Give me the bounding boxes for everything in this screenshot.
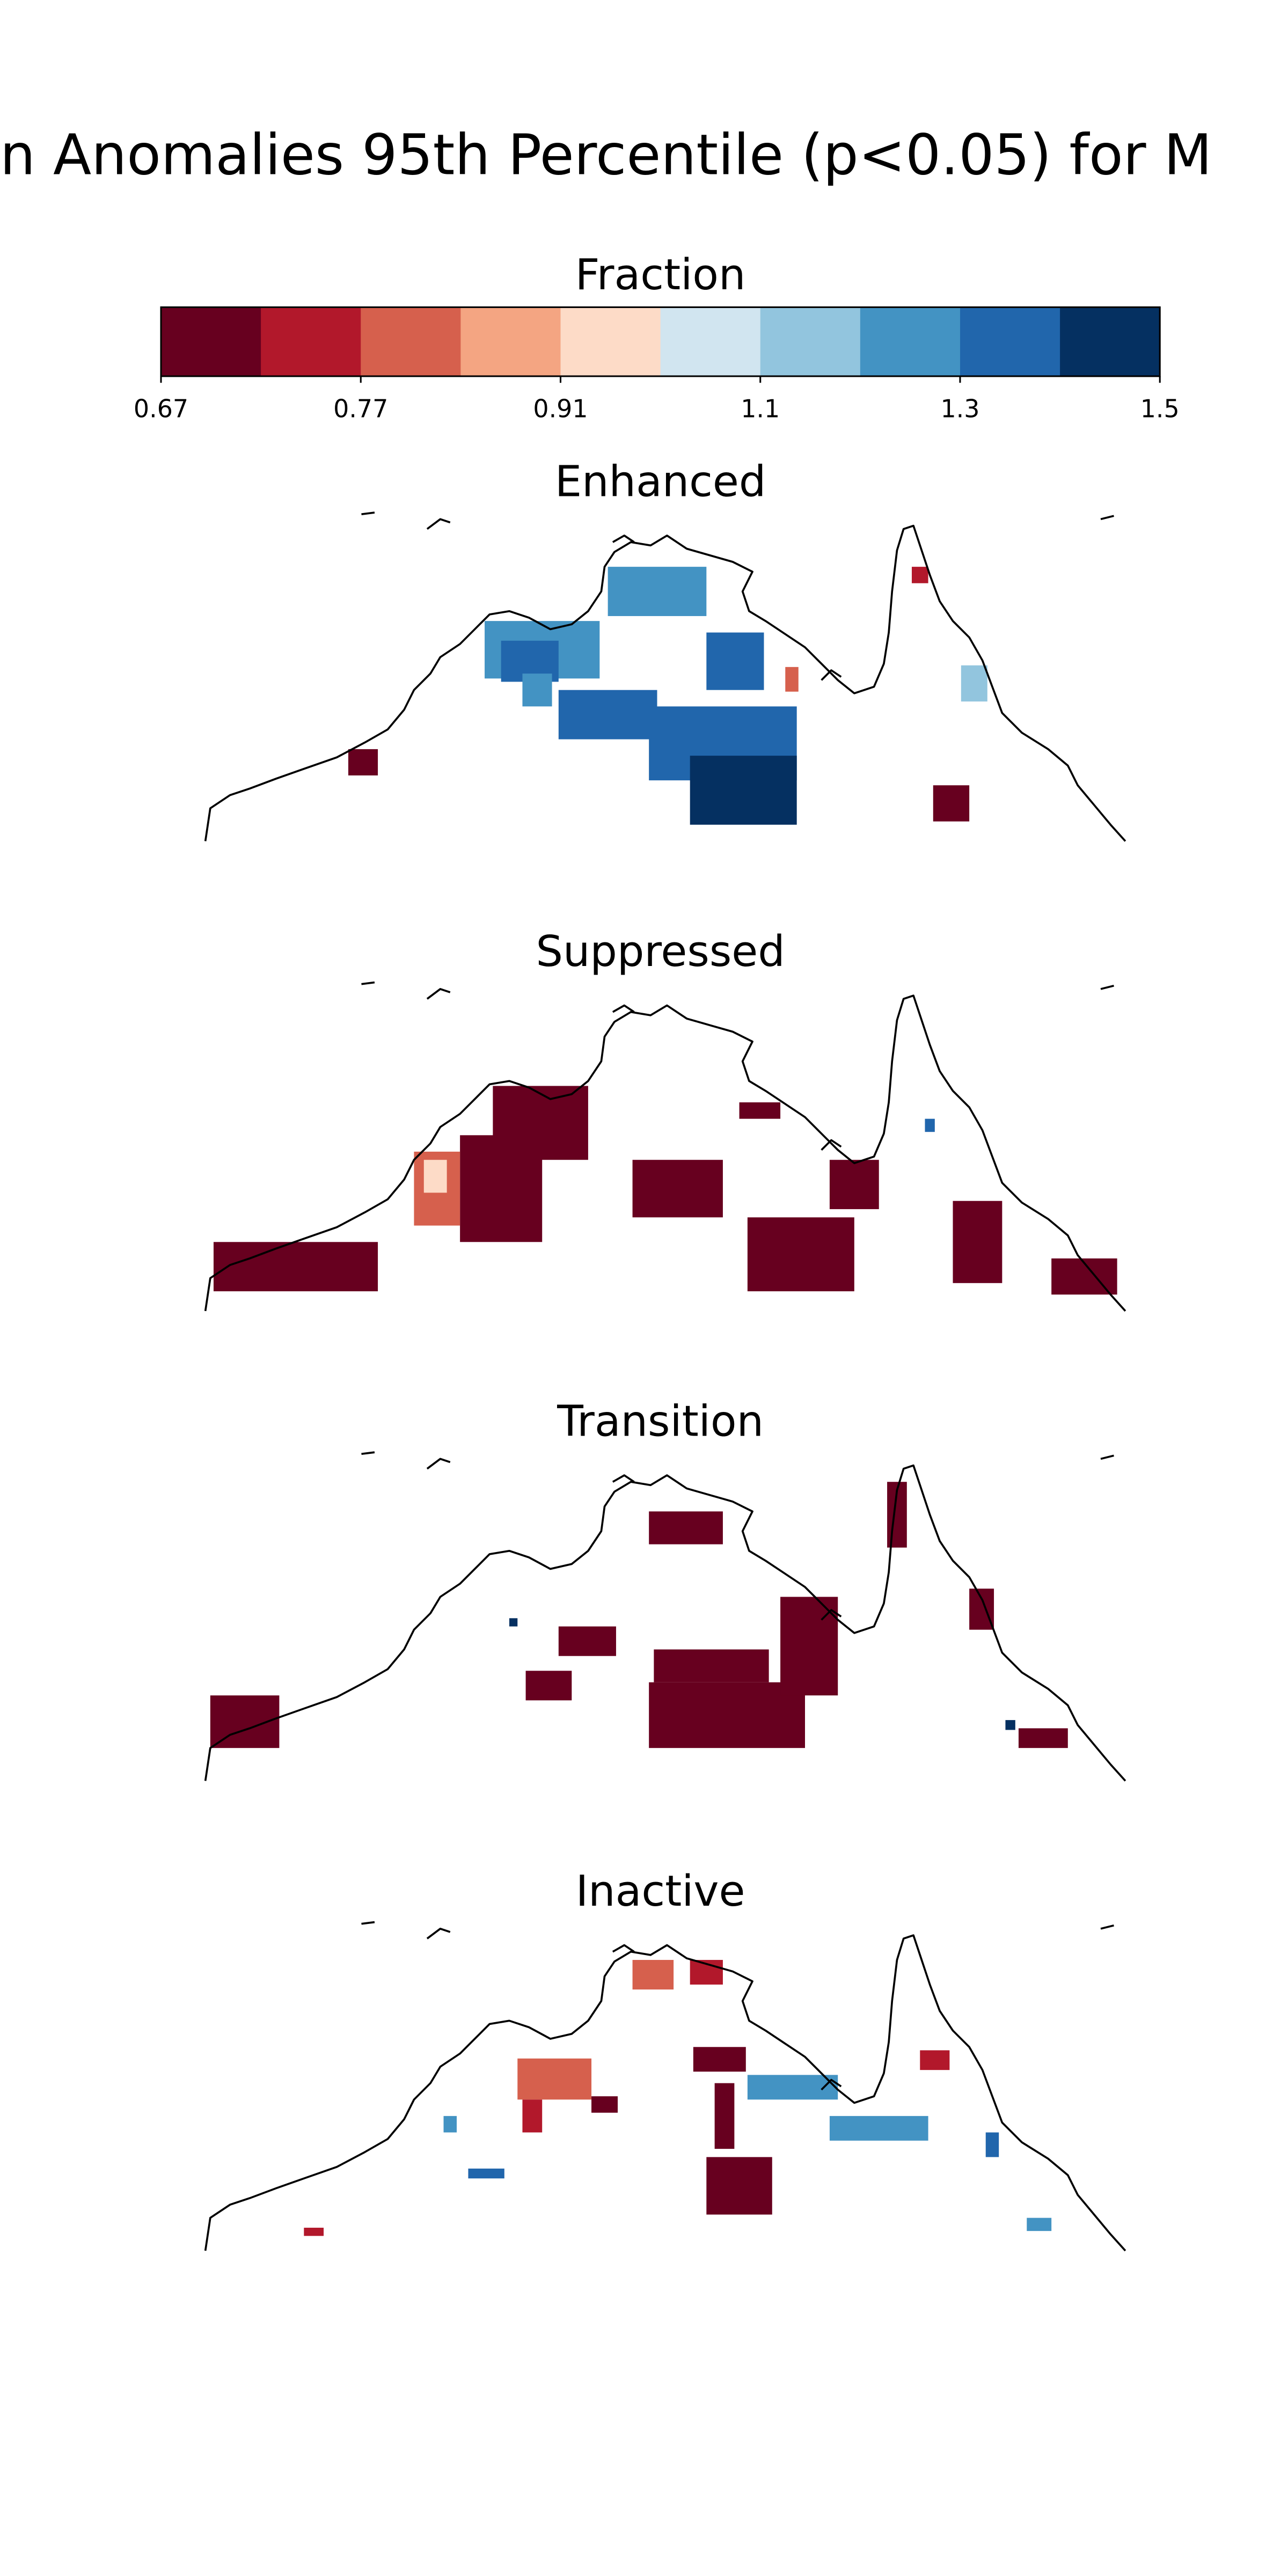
colorbar-tick-label: 0.77 bbox=[333, 394, 388, 423]
map-panel bbox=[206, 513, 1125, 841]
cell-patch bbox=[468, 2169, 504, 2178]
cell-patch bbox=[424, 1160, 447, 1192]
cell-patch bbox=[526, 1671, 572, 1700]
cell-patch bbox=[348, 749, 378, 775]
cell-patch bbox=[633, 1960, 674, 1989]
panel-title: Suppressed bbox=[536, 926, 785, 976]
figure-title: n Anomalies 95th Percentile (p<0.05) for… bbox=[0, 122, 1212, 187]
cell-patch bbox=[740, 1102, 781, 1119]
cell-patch bbox=[953, 1201, 1002, 1283]
map-panel bbox=[206, 1452, 1125, 1781]
cell-patch bbox=[591, 2096, 618, 2113]
colorbar-tick-label: 1.3 bbox=[940, 394, 979, 423]
cell-patch bbox=[912, 567, 928, 583]
colorbar-bin bbox=[760, 307, 861, 376]
cell-patch bbox=[961, 665, 987, 701]
cell-patch bbox=[1027, 2218, 1051, 2231]
cell-patch bbox=[830, 2116, 928, 2141]
colorbar-bin bbox=[860, 307, 961, 376]
cell-patch bbox=[920, 2050, 949, 2070]
colorbar-label: Fraction bbox=[575, 250, 746, 299]
cell-patch bbox=[214, 1242, 378, 1291]
colorbar-bin bbox=[661, 307, 761, 376]
cell-patch bbox=[986, 2132, 999, 2157]
colorbar-tick-label: 0.67 bbox=[134, 394, 188, 423]
cell-patch bbox=[559, 1627, 616, 1656]
colorbar-tick-label: 0.91 bbox=[533, 394, 588, 423]
colorbar-tick-label: 1.1 bbox=[741, 394, 780, 423]
colorbar: 0.67 0.77 0.91 1.1 1.3 1.5 bbox=[134, 307, 1180, 423]
cell-patch bbox=[559, 690, 657, 740]
colorbar-bin bbox=[361, 307, 461, 376]
cell-patch bbox=[933, 785, 969, 821]
panel-title: Inactive bbox=[576, 1866, 745, 1916]
colorbar-bin bbox=[1060, 307, 1160, 376]
cell-patch bbox=[654, 1649, 769, 1682]
cell-patch bbox=[925, 1119, 934, 1132]
cell-patch bbox=[690, 756, 797, 825]
colorbar-bin bbox=[960, 307, 1060, 376]
cell-patch bbox=[785, 667, 798, 692]
colorbar-tick-label: 1.5 bbox=[1140, 394, 1180, 423]
cell-patch bbox=[522, 674, 552, 706]
cell-patch bbox=[460, 1135, 542, 1242]
cell-patch bbox=[304, 2228, 324, 2236]
anomaly-cells bbox=[214, 1086, 1117, 1294]
cell-patch bbox=[748, 1217, 854, 1291]
anomaly-cells bbox=[210, 1482, 1068, 1748]
cell-patch bbox=[444, 2116, 457, 2133]
cell-patch bbox=[706, 2157, 772, 2214]
cell-patch bbox=[509, 1618, 517, 1626]
colorbar-bin bbox=[161, 307, 261, 376]
cell-patch bbox=[633, 1160, 723, 1217]
map-panel bbox=[206, 983, 1125, 1311]
cell-patch bbox=[830, 1160, 879, 1209]
cell-patch bbox=[608, 567, 707, 616]
cell-patch bbox=[1019, 1728, 1068, 1748]
cell-patch bbox=[649, 1511, 723, 1544]
colorbar-bin bbox=[460, 307, 561, 376]
cell-patch bbox=[715, 2083, 735, 2149]
colorbar-bin bbox=[560, 307, 661, 376]
panel-title: Transition bbox=[557, 1396, 764, 1446]
cell-patch bbox=[522, 2099, 542, 2132]
cell-patch bbox=[693, 2047, 746, 2072]
cell-patch bbox=[517, 2059, 591, 2100]
panel-title: Enhanced bbox=[555, 456, 766, 506]
colorbar-bin bbox=[261, 307, 361, 376]
cell-patch bbox=[1005, 1720, 1015, 1730]
map-panel bbox=[206, 1922, 1125, 2251]
cell-patch bbox=[706, 633, 764, 690]
